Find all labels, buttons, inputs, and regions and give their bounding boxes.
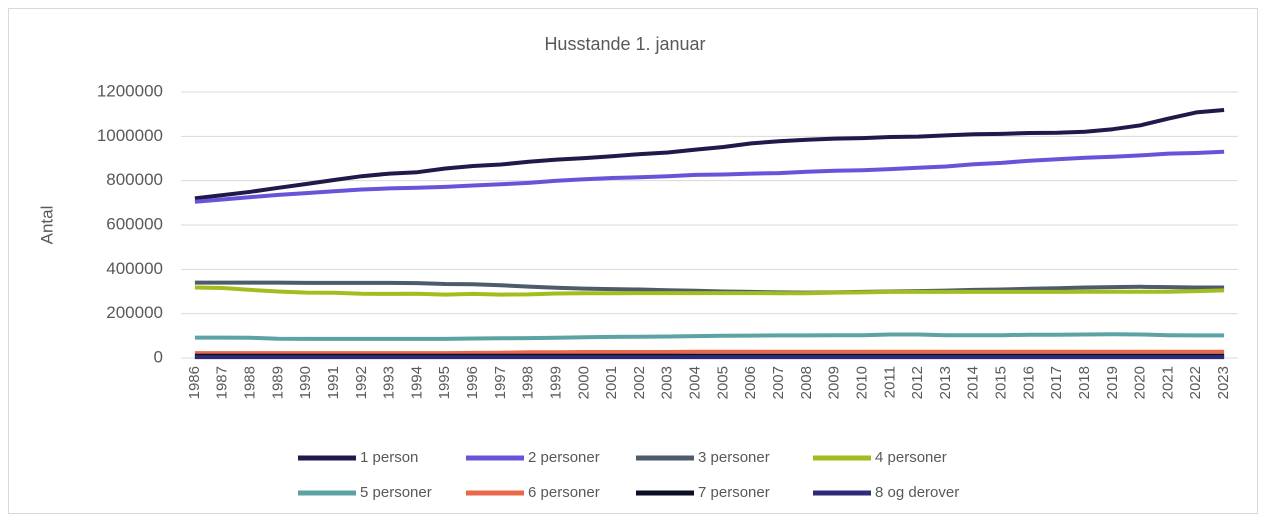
x-tick-label: 2001	[603, 366, 620, 399]
legend-label: 7 personer	[698, 484, 770, 501]
x-tick-label: 2019	[1104, 366, 1121, 399]
x-tick-label: 2005	[714, 366, 731, 399]
x-tick-label: 1997	[492, 366, 509, 399]
x-tick-label: 2002	[631, 366, 648, 399]
x-tick-label: 1999	[547, 366, 564, 399]
y-tick-label: 600000	[106, 214, 163, 233]
line	[194, 149, 1225, 204]
x-tick-label: 2003	[659, 366, 676, 399]
x-tick-label: 2009	[826, 366, 843, 399]
chart-title: Husstande 1. januar	[544, 34, 705, 54]
y-tick-label: 0	[154, 347, 163, 366]
x-tick-label: 2006	[742, 366, 759, 399]
x-tick-label: 1992	[353, 366, 370, 399]
y-tick-label: 800000	[106, 170, 163, 189]
x-tick-label: 1996	[464, 366, 481, 399]
x-tick-label: 2011	[881, 366, 898, 398]
x-tick-label: 1993	[381, 366, 398, 399]
line	[194, 332, 1225, 341]
x-tick-label: 2018	[1076, 366, 1093, 399]
line	[194, 349, 1225, 356]
x-tick-label: 2013	[937, 366, 954, 399]
x-tick-label: 2016	[1020, 366, 1037, 399]
legend-label: 1 person	[360, 449, 418, 466]
x-tick-label: 2020	[1132, 366, 1149, 399]
x-tick-label: 1995	[436, 366, 453, 399]
legend-label: 8 og derover	[875, 484, 959, 501]
x-tick-label: 1994	[408, 366, 425, 399]
x-tick-label: 2021	[1159, 366, 1176, 399]
x-tick-label: 2012	[909, 366, 926, 399]
x-tick-label: 2015	[993, 366, 1010, 399]
x-tick-label: 1987	[214, 366, 231, 399]
legend-label: 6 personer	[528, 484, 600, 501]
x-tick-label: 2017	[1048, 366, 1065, 399]
y-tick-label: 400000	[106, 259, 163, 278]
legend-label: 2 personer	[528, 449, 600, 466]
legend-label: 3 personer	[698, 449, 770, 466]
x-tick-label: 1988	[242, 366, 259, 399]
x-tick-label: 1998	[520, 366, 537, 399]
x-tick-label: 2008	[798, 366, 815, 399]
y-tick-label: 1200000	[97, 81, 163, 100]
x-tick-label: 2010	[853, 366, 870, 399]
x-tick-label: 2000	[575, 366, 592, 399]
legend-label: 5 personer	[360, 484, 432, 501]
x-tick-label: 1990	[297, 366, 314, 399]
chart-frame	[8, 8, 1258, 514]
x-tick-label: 2004	[687, 366, 704, 399]
y-tick-label: 1000000	[97, 126, 163, 145]
x-tick-label: 1986	[186, 366, 203, 399]
y-tick-label: 200000	[106, 303, 163, 322]
line	[194, 108, 1225, 201]
y-axis-label: Antal	[37, 206, 56, 245]
legend-label: 4 personer	[875, 449, 947, 466]
x-tick-label: 1991	[325, 366, 342, 399]
line	[194, 285, 1225, 297]
x-tick-label: 2007	[770, 366, 787, 399]
x-tick-label: 1989	[269, 366, 286, 399]
x-tick-label: 2023	[1215, 366, 1232, 399]
x-tick-label: 2014	[965, 366, 982, 399]
x-tick-label: 2022	[1187, 366, 1204, 399]
